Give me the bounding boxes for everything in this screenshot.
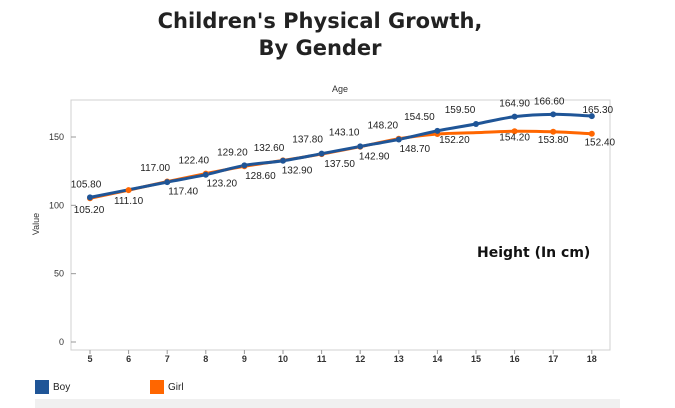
legend-item-boy: Boy xyxy=(35,380,70,394)
data-point-boy xyxy=(473,121,479,128)
data-label-boy: 154.50 xyxy=(404,112,435,123)
data-label-girl: 154.20 xyxy=(499,132,530,143)
data-label-boy: 137.80 xyxy=(292,135,323,146)
data-point-boy xyxy=(202,171,209,178)
data-label-boy: 164.90 xyxy=(499,99,530,110)
data-point-boy xyxy=(164,179,171,186)
data-point-boy xyxy=(241,162,248,169)
data-point-boy xyxy=(87,194,93,201)
x-tick-label: 12 xyxy=(355,354,365,364)
y-tick-label: 50 xyxy=(54,269,64,279)
data-label-boy: 148.20 xyxy=(368,120,399,131)
x-tick-label: 15 xyxy=(471,354,481,364)
x-tick-label: 16 xyxy=(510,354,520,364)
data-label-boy: 159.50 xyxy=(445,105,476,116)
data-label-girl: 152.40 xyxy=(585,138,616,149)
legend-label-girl: Girl xyxy=(168,381,184,393)
x-tick-label: 9 xyxy=(242,354,247,364)
data-point-boy xyxy=(280,157,286,164)
x-tick-label: 13 xyxy=(394,354,404,364)
chart-title-line-2: By Gender xyxy=(258,36,382,60)
data-label-boy: 122.40 xyxy=(179,156,210,167)
y-tick-label: 0 xyxy=(59,337,64,347)
x-tick-label: 7 xyxy=(165,354,170,364)
data-label-boy: 132.60 xyxy=(254,143,285,154)
data-label-girl: 123.20 xyxy=(207,179,238,190)
data-label-girl: 128.60 xyxy=(245,171,276,182)
data-point-boy xyxy=(588,113,595,120)
plot-frame xyxy=(70,99,611,351)
top-axis-label: Age xyxy=(332,84,348,94)
x-tick-label: 8 xyxy=(203,354,208,364)
y-tick-label: 150 xyxy=(49,132,64,142)
data-label-girl: 142.90 xyxy=(359,152,390,163)
legend-swatch-girl xyxy=(150,380,164,394)
chart-title: Children's Physical Growth, By Gender xyxy=(0,8,640,62)
series-line-boy xyxy=(88,112,594,199)
data-label-boy: 143.10 xyxy=(329,127,360,138)
data-point-boy xyxy=(550,111,557,118)
data-label-girl: 137.50 xyxy=(324,159,355,170)
data-label-girl: 105.20 xyxy=(74,205,105,216)
data-point-boy xyxy=(511,113,518,120)
data-label-girl: 117.40 xyxy=(168,187,198,198)
data-point-boy xyxy=(434,127,441,134)
data-point-boy xyxy=(357,143,364,150)
y-axis-label: Value xyxy=(31,213,41,235)
x-tick-label: 17 xyxy=(548,354,558,364)
legend-item-girl: Girl xyxy=(150,380,184,394)
footer-strip xyxy=(35,399,620,408)
data-label-boy: 105.80 xyxy=(71,179,102,190)
data-label-girl: 132.90 xyxy=(282,165,313,176)
data-label-girl: 153.80 xyxy=(538,135,569,146)
x-tick-label: 18 xyxy=(587,354,597,364)
x-tick-label: 14 xyxy=(432,354,442,364)
data-label-boy: 117.00 xyxy=(140,163,170,174)
data-label-boy: 129.20 xyxy=(217,147,248,158)
data-point-boy xyxy=(395,136,402,143)
x-tick-label: 10 xyxy=(278,354,288,364)
height-annotation: Height (In cm) xyxy=(477,245,590,261)
data-label-girl: 152.20 xyxy=(439,135,470,146)
data-point-girl xyxy=(550,128,557,135)
data-point-boy xyxy=(318,150,325,157)
x-tick-label: 5 xyxy=(87,354,92,364)
x-tick-label: 11 xyxy=(317,354,327,364)
data-point-girl xyxy=(511,128,518,135)
legend-swatch-boy xyxy=(35,380,49,394)
data-point-girl xyxy=(588,130,595,137)
data-point-girl xyxy=(125,187,132,194)
data-label-girl: 148.70 xyxy=(400,144,431,155)
data-label-boy: 166.60 xyxy=(534,96,565,107)
x-tick-label: 6 xyxy=(126,354,131,364)
data-label-boy: 165.30 xyxy=(583,105,614,116)
legend-label-boy: Boy xyxy=(53,381,71,393)
data-label-girl: 111.10 xyxy=(114,196,144,207)
y-tick-label: 100 xyxy=(49,200,64,210)
chart-title-line-1: Children's Physical Growth, xyxy=(157,9,483,33)
